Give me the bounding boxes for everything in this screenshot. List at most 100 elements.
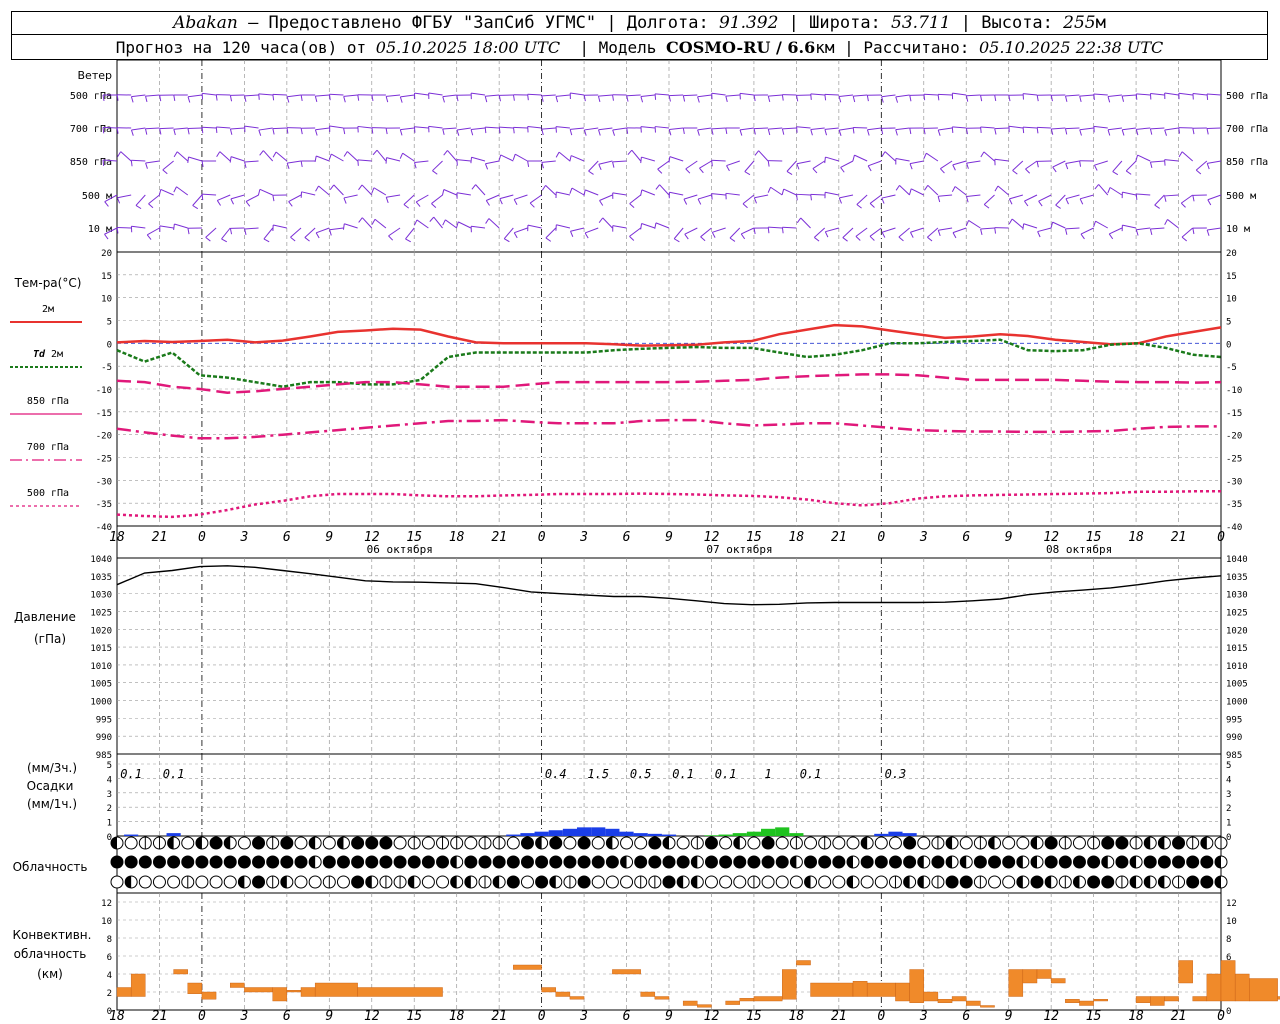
wind-barb [145,127,160,130]
conv-bar [1093,999,1108,1002]
wind-level-label-left: 10 м [88,224,112,235]
temp-legend-label: Td 2м [33,349,63,360]
cloud-fill [606,856,619,868]
conv-bar [541,987,556,993]
wind-barb [415,194,429,203]
wind-barb [514,194,528,200]
wind-barb [1095,220,1109,229]
wind-barb-flag [927,236,933,242]
wind-barb [602,217,613,229]
wind-barb-flag [1192,195,1195,202]
precip-unit-bottom: (мм/1ч.) [27,797,77,811]
wind-barb [980,227,995,230]
wind-barb [1180,194,1193,204]
wind-barb [402,152,415,162]
cloud-fill [111,856,123,868]
cloud-fill [535,856,548,868]
wind-barb-flag [343,96,346,103]
cloud-symbol [563,836,577,850]
cloud-symbol [789,875,803,889]
precip-bar [605,828,620,836]
wind-barb-flag [1093,164,1098,171]
conv-bar [895,982,910,1002]
lat-value: 53.711 [891,13,951,33]
wind-barb-flag [952,164,956,171]
cloud-fill [861,837,868,849]
wind-barb [754,194,769,199]
series-t700 [116,418,1221,440]
wind-barb [513,126,528,129]
wind-level-label-right: 500 гПа [1226,91,1268,102]
wind-barb-flag [1065,228,1068,235]
wind-barb [376,149,387,162]
cloud-symbol [719,836,733,850]
cloud-fill [280,837,293,849]
wind-barb-flag [431,203,437,208]
wind-level-label-right: 700 гПа [1226,124,1268,135]
wind-barb [148,194,160,205]
wind-barb-flag [640,223,643,230]
wind-barb [655,126,670,129]
wind-barb-flag [1065,198,1069,205]
wind-barb-flag [668,129,672,136]
wind-barb-flag [1079,95,1082,103]
wind-barb [796,193,811,196]
cloud-fill [578,876,591,888]
wind-barb [329,93,344,96]
wind-barb [541,127,556,130]
wind-barb-flag [173,129,176,136]
cloud-symbol [704,875,718,889]
wind-barb-flag [1008,198,1013,205]
wind-barb [145,160,160,164]
wind-barb [316,155,330,162]
x-tick-label-bottom: 0 [877,1009,885,1024]
wind-barb-flag [810,194,812,201]
wind-barb [1037,126,1052,129]
temp-legend-label: 700 гПа [27,442,69,453]
cloud-fill [309,856,316,868]
conv-bar [314,982,358,997]
cloud-fill [691,876,698,888]
wind-barb [361,217,373,229]
temp-tick-right: -40 [1226,523,1242,533]
wind-barb-flag [1206,163,1210,170]
wind-barb [1107,127,1122,131]
conv-bar [187,982,203,995]
cloud-fill [408,856,421,868]
cloud-fill [974,856,987,868]
x-tick-label: 0 [198,530,206,545]
x-tick-label-bottom: 12 [704,1009,720,1024]
cloud-fill [946,876,959,888]
conv-bar [682,1000,698,1006]
wind-barb [588,160,599,172]
wind-barb [120,151,132,162]
wind-barb-flag [314,95,318,103]
wind-barb [641,223,656,229]
conv-bar [1234,973,1250,1002]
wind-barb-flag [102,127,105,134]
wind-barb [585,189,599,196]
wind-barb-flag [146,234,152,240]
wind-barb [416,219,429,229]
wind-barb-flag [856,204,862,209]
wind-barb-flag [654,93,657,100]
wind-barb [867,127,882,131]
wind-level-label-right: 10 м [1226,224,1250,235]
pressure-tick-right: 1020 [1226,626,1248,636]
calc-label: Рассчитано: [863,38,970,57]
wind-barb [1178,92,1193,96]
wind-barb-flag [786,170,793,176]
wind-barb-flag [545,237,552,242]
cloud-fill [436,856,449,868]
wind-barb [344,223,358,229]
wind-barb-flag [216,151,221,157]
wind-barb [258,127,273,131]
wind-barb [1051,127,1066,130]
cloud-symbol [237,836,251,850]
wind-barb [655,222,670,229]
wind-barb-flag [201,160,204,168]
temp-tick-right: -35 [1226,500,1242,510]
wind-barb-flag [173,151,178,158]
wind-barb [173,127,188,130]
